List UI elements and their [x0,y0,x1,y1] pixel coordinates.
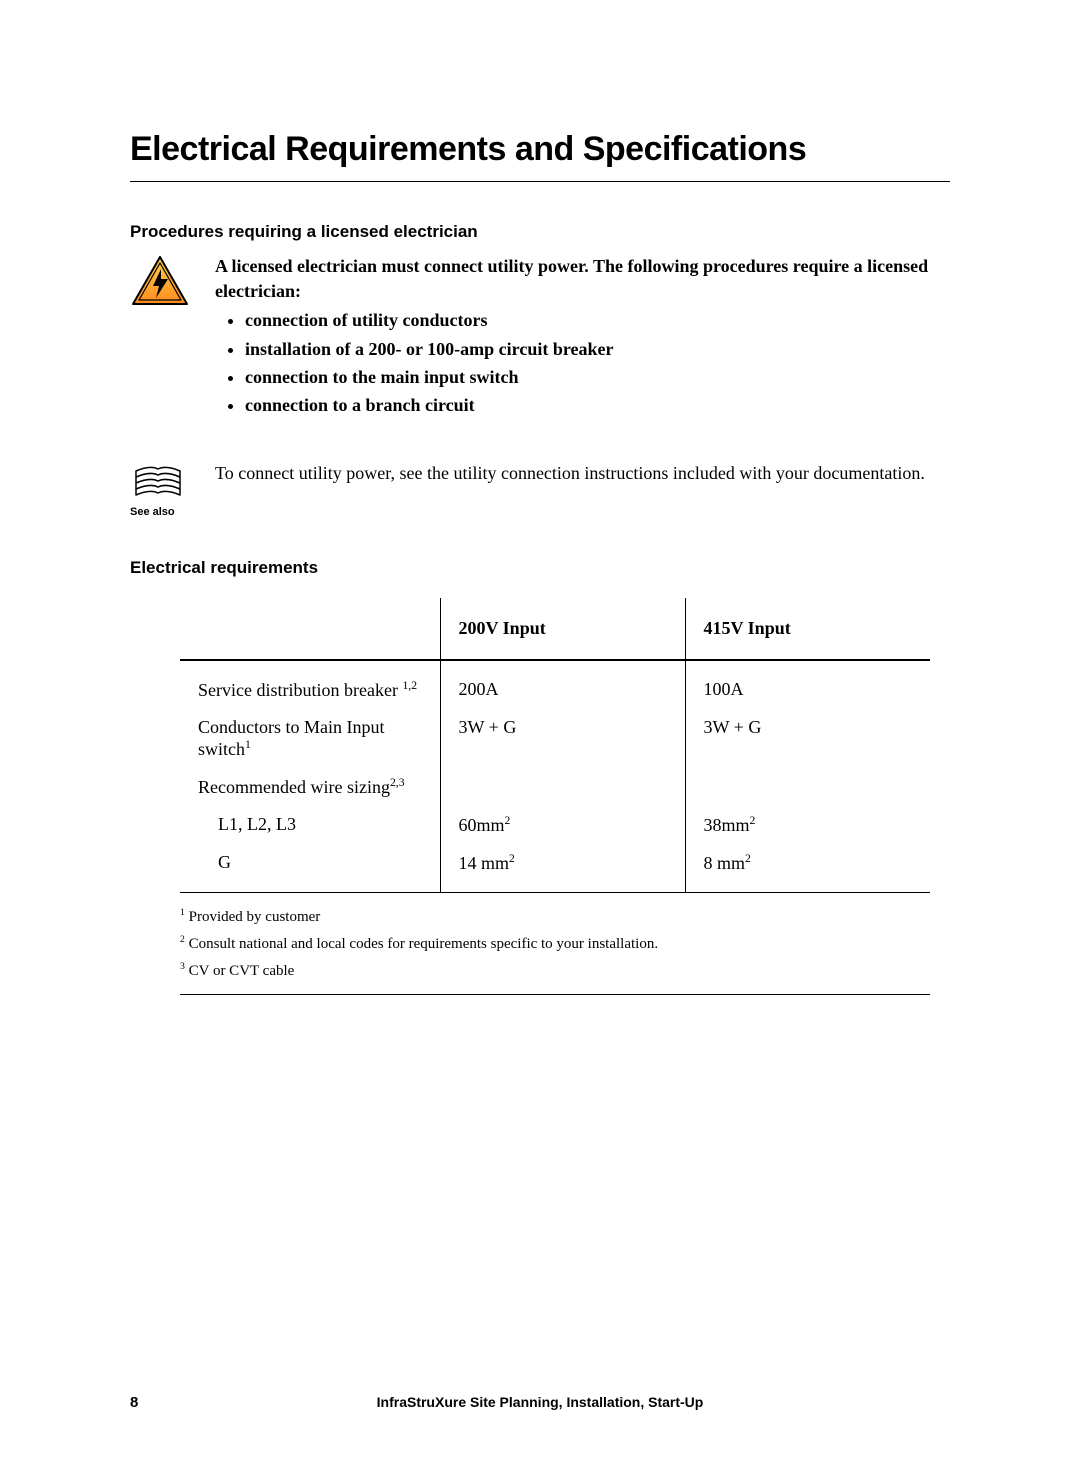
section-heading-requirements: Electrical requirements [130,558,950,578]
table-cell: 100A [685,660,930,709]
title-rule [130,181,950,182]
table-cell: 3W + G [685,709,930,768]
page-title: Electrical Requirements and Specificatio… [130,130,950,169]
footnote: 3 CV or CVT cable [180,959,930,983]
procedures-intro: A licensed electrician must connect util… [215,254,950,304]
table-row: Conductors to Main Input switch1 3W + G … [180,709,930,768]
table-cell: 38mm2 [685,806,930,844]
table-row: Recommended wire sizing2,3 [180,768,930,806]
footnote: 1 Provided by customer [180,905,930,929]
table-cell [440,768,685,806]
table-row: L1, L2, L3 60mm2 38mm2 [180,806,930,844]
table-row: Service distribution breaker 1,2 200A 10… [180,660,930,709]
requirements-table-wrap: 200V Input 415V Input Service distributi… [180,598,930,893]
footer-title: InfraStruXure Site Planning, Installatio… [330,1394,750,1410]
requirements-table: 200V Input 415V Input Service distributi… [180,598,930,893]
table-cell-label: L1, L2, L3 [180,806,440,844]
table-header-415v: 415V Input [685,598,930,660]
table-cell-label: G [180,844,440,893]
page-footer: 8 InfraStruXure Site Planning, Installat… [130,1394,950,1411]
table-cell: 60mm2 [440,806,685,844]
list-item: connection of utility conductors [245,308,950,333]
warning-icon-col [130,254,215,309]
see-also-block: See also To connect utility power, see t… [130,461,950,518]
table-cell-label: Recommended wire sizing2,3 [180,768,440,806]
table-cell: 14 mm2 [440,844,685,893]
footnote: 2 Consult national and local codes for r… [180,932,930,956]
list-item: installation of a 200- or 100-amp circui… [245,337,950,362]
procedures-text: A licensed electrician must connect util… [215,254,950,421]
warning-icon [130,254,190,309]
table-cell [685,768,930,806]
table-header-row: 200V Input 415V Input [180,598,930,660]
procedures-block: A licensed electrician must connect util… [130,254,950,421]
table-header-empty [180,598,440,660]
table-cell: 8 mm2 [685,844,930,893]
book-icon [130,461,188,503]
section-heading-procedures: Procedures requiring a licensed electric… [130,222,950,242]
list-item: connection to the main input switch [245,365,950,390]
procedures-list: connection of utility conductors install… [215,308,950,418]
table-row: G 14 mm2 8 mm2 [180,844,930,893]
table-cell-label: Conductors to Main Input switch1 [180,709,440,768]
table-cell-label: Service distribution breaker 1,2 [180,660,440,709]
list-item: connection to a branch circuit [245,393,950,418]
footnotes: 1 Provided by customer 2 Consult nationa… [180,905,930,995]
table-cell: 200A [440,660,685,709]
page: Electrical Requirements and Specificatio… [0,0,1080,1471]
page-number: 8 [130,1394,330,1411]
see-also-label: See also [130,506,175,518]
see-also-text: To connect utility power, see the utilit… [215,461,950,486]
table-cell: 3W + G [440,709,685,768]
table-header-200v: 200V Input [440,598,685,660]
see-also-icon-col: See also [130,461,215,518]
